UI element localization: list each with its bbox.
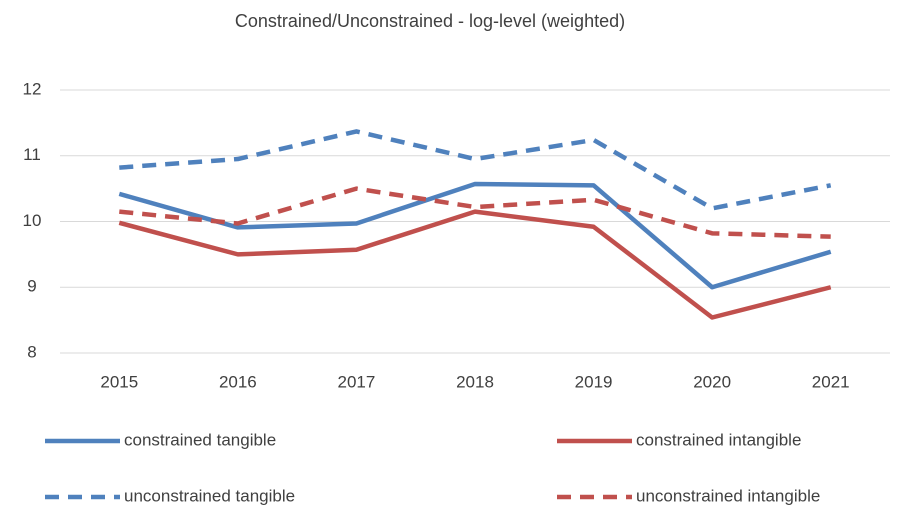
legend-label: unconstrained intangible xyxy=(636,486,820,505)
x-tick-label: 2016 xyxy=(219,372,257,391)
x-tick-label: 2021 xyxy=(812,372,850,391)
x-tick-label: 2015 xyxy=(100,372,138,391)
x-tick-label: 2017 xyxy=(338,372,376,391)
x-tick-label: 2018 xyxy=(456,372,494,391)
line-series xyxy=(119,129,832,211)
y-tick-label: 8 xyxy=(27,342,36,361)
legend-label: constrained tangible xyxy=(124,430,276,449)
legend-label: unconstrained tangible xyxy=(124,486,295,505)
y-tick-label: 10 xyxy=(23,211,42,230)
y-tick-label: 9 xyxy=(27,277,36,296)
line-series xyxy=(118,209,832,320)
x-tick-label: 2019 xyxy=(575,372,613,391)
y-tick-label: 11 xyxy=(23,145,41,164)
legend-label: constrained intangible xyxy=(636,430,801,449)
x-tick-label: 2020 xyxy=(693,372,731,391)
y-tick-label: 12 xyxy=(23,79,42,98)
chart-title: Constrained/Unconstrained - log-level (w… xyxy=(235,11,625,31)
line-series xyxy=(118,181,832,290)
line-series xyxy=(119,186,831,239)
